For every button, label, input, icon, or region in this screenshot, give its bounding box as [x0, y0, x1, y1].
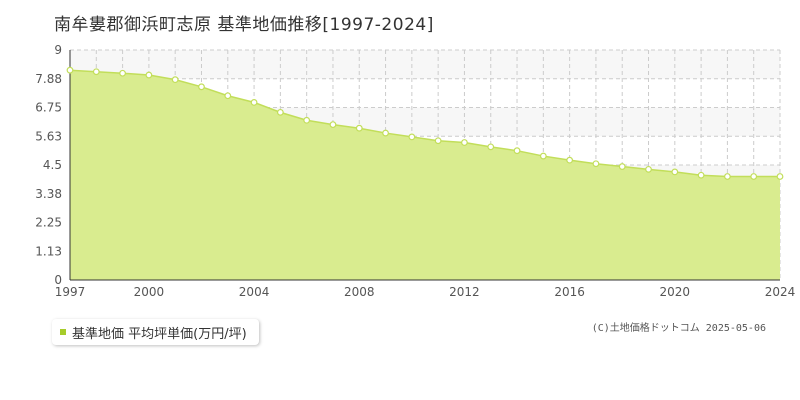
data-point [303, 116, 311, 124]
x-tick-label: 2016 [554, 285, 585, 299]
data-point [539, 152, 547, 160]
data-point [224, 92, 232, 100]
data-point [66, 66, 74, 74]
data-point [697, 171, 705, 179]
data-point [513, 147, 521, 155]
x-tick-label: 2008 [344, 285, 375, 299]
data-point [487, 143, 495, 151]
data-point [750, 173, 758, 180]
data-points [66, 66, 784, 180]
data-point [566, 156, 574, 164]
x-tick-label: 2004 [239, 285, 270, 299]
plot-band [70, 50, 780, 79]
data-point [461, 139, 468, 146]
legend-label: 基準地価 平均坪単価(万円/坪) [72, 326, 247, 342]
area-series [69, 69, 780, 280]
data-point [776, 173, 784, 180]
data-point [724, 173, 731, 180]
x-tick-label: 2012 [449, 285, 480, 299]
data-point [671, 168, 679, 176]
x-tick-label: 1997 [55, 285, 86, 299]
data-point [145, 71, 153, 79]
x-tick-label: 2000 [134, 285, 165, 299]
x-tick-label: 2020 [660, 285, 691, 299]
data-point [355, 124, 363, 132]
y-tick-label: 2.25 [35, 216, 62, 230]
series-line [69, 69, 780, 178]
data-point [171, 76, 179, 84]
y-tick-label: 0 [54, 273, 62, 287]
y-tick-label: 1.13 [35, 244, 62, 258]
chart-title: 南牟婁郡御浜町志原 基準地価推移[1997-2024] [54, 15, 434, 35]
data-point [382, 129, 389, 137]
y-tick-label: 9 [54, 43, 62, 57]
x-tick-labels: 1997 2000 2004 2008 2012 2016 2020 2024 [55, 285, 796, 299]
area-fill [70, 70, 780, 280]
axes [69, 50, 780, 281]
data-point [618, 163, 626, 170]
y-tick-label: 3.38 [35, 187, 62, 201]
data-point [645, 165, 652, 173]
y-tick-labels: 0 1.13 2.25 3.38 4.5 5.63 6.75 7.88 9 [35, 43, 62, 287]
data-point [329, 121, 337, 129]
y-tick-label: 4.5 [43, 158, 62, 172]
data-point [434, 137, 442, 145]
y-tick-label: 7.88 [35, 72, 62, 86]
data-point [276, 108, 284, 116]
data-point [592, 160, 600, 168]
data-point [119, 69, 126, 77]
y-tick-label: 5.63 [35, 129, 62, 143]
y-tick-label: 6.75 [35, 101, 62, 115]
data-point [198, 83, 205, 91]
x-tick-label: 2024 [765, 285, 796, 299]
legend-marker [60, 329, 66, 335]
copyright-credit: (C)土地価格ドットコム 2025-05-06 [591, 323, 766, 334]
data-point [92, 68, 100, 76]
data-point [408, 133, 416, 141]
legend: 基準地価 平均坪単価(万円/坪) [52, 319, 259, 345]
data-point [250, 98, 258, 106]
